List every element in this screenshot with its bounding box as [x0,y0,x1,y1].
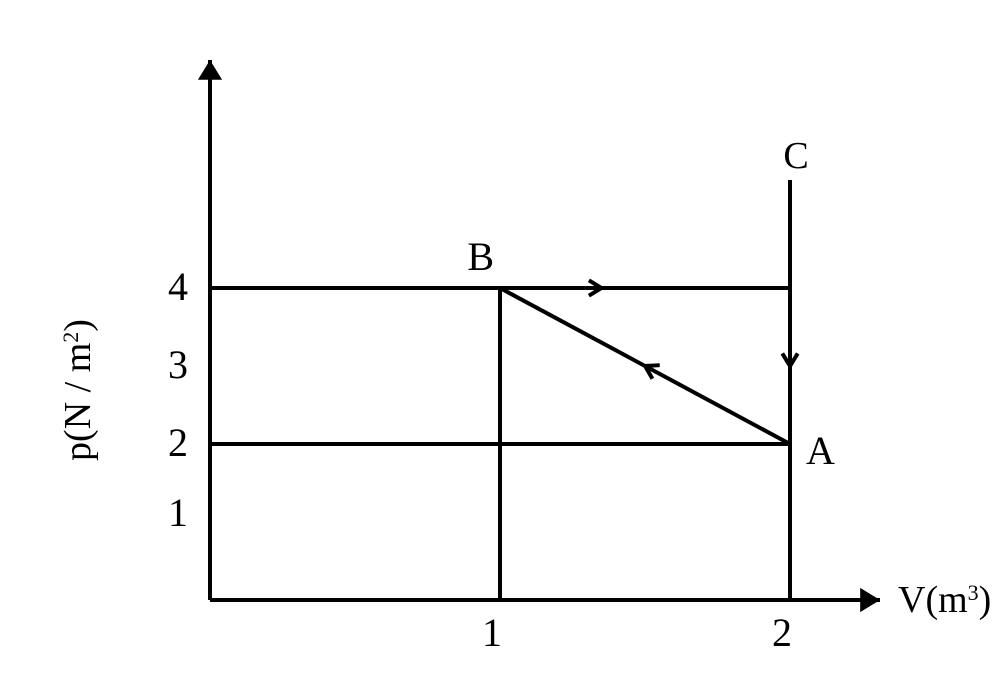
point-label-a: A [806,428,835,473]
x-axis-label: V(m3) [898,579,991,621]
point-label-b: B [467,234,494,279]
point-label-c: C [783,135,808,177]
y-tick-label: 1 [168,490,188,535]
pv-diagram: 1 2 3 4 1 2 A B C V(m3) p(N / m2) [0,0,1000,684]
x-tick-label: 1 [482,610,502,655]
x-tick-label: 2 [772,610,792,655]
y-tick-label: 2 [168,420,188,465]
y-axis-label: p(N / m2) [57,319,99,461]
y-tick-label: 4 [168,264,188,309]
y-tick-label: 3 [168,342,188,387]
